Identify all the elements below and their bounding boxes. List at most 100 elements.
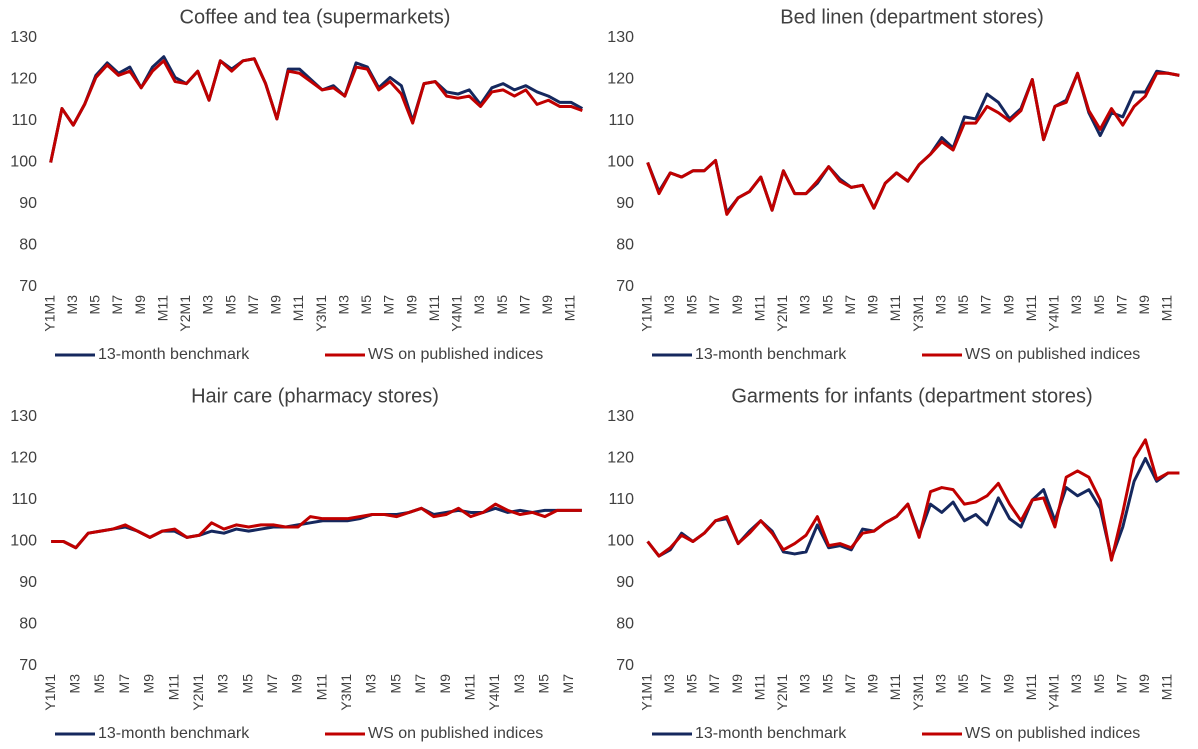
y-tick-label: 120 (10, 71, 37, 88)
chart-title: Garments for infants (department stores) (731, 385, 1092, 407)
x-tick-label: Y4M1 (1046, 674, 1062, 711)
x-tick-label: M9 (729, 674, 745, 694)
y-tick-label: 120 (607, 450, 634, 467)
x-tick-label: M11 (165, 674, 181, 700)
series-line (646, 457, 1180, 560)
y-tick-label: 70 (616, 278, 634, 295)
y-tick-label: 70 (19, 657, 37, 674)
x-tick-label: M11 (1159, 674, 1175, 700)
y-tick-label: 130 (607, 29, 634, 46)
x-tick-label: M5 (684, 674, 700, 694)
x-tick-label: Y2M1 (774, 674, 790, 711)
x-tick-label: M7 (381, 295, 397, 315)
x-tick-label: Y4M1 (1046, 295, 1062, 332)
series-line (49, 57, 583, 163)
x-tick-label: Y3M1 (910, 674, 926, 711)
x-tick-label: M9 (289, 674, 305, 694)
x-tick-label: M7 (264, 674, 280, 694)
x-tick-label: M7 (1113, 674, 1129, 694)
legend-label: WS on published indices (368, 346, 543, 363)
y-tick-label: 110 (608, 112, 634, 129)
x-tick-label: M11 (461, 674, 477, 700)
x-tick-label: M9 (1136, 295, 1152, 315)
x-tick-label: M5 (536, 674, 552, 694)
y-tick-label: 80 (616, 237, 634, 254)
x-tick-label: M9 (268, 295, 284, 315)
x-tick-label: M3 (511, 674, 527, 694)
x-tick-label: M3 (661, 674, 677, 694)
x-tick-label: M5 (91, 674, 107, 694)
x-tick-label: M5 (387, 674, 403, 694)
x-tick-label: Y2M1 (177, 295, 193, 332)
x-tick-label: M7 (1113, 295, 1129, 315)
legend-label: 13-month benchmark (695, 346, 847, 363)
x-tick-label: M11 (751, 674, 767, 700)
y-tick-label: 110 (608, 491, 634, 508)
y-tick-label: 130 (10, 29, 37, 46)
x-tick-label: M5 (239, 674, 255, 694)
x-tick-label: M9 (539, 295, 555, 315)
legend-label: WS on published indices (368, 725, 543, 742)
x-tick-label: M5 (87, 295, 103, 315)
legend-label: 13-month benchmark (98, 725, 250, 742)
y-tick-label: 110 (11, 112, 37, 129)
x-tick-label: M5 (494, 295, 510, 315)
legend-label: WS on published indices (965, 725, 1140, 742)
series-line (51, 502, 582, 550)
x-tick-label: M7 (842, 295, 858, 315)
chart-title: Coffee and tea (supermarkets) (180, 6, 451, 28)
x-tick-label: M7 (109, 295, 125, 315)
x-tick-label: M5 (358, 295, 374, 315)
x-tick-label: Y1M1 (41, 295, 57, 332)
x-tick-label: M9 (403, 295, 419, 315)
legend-label: 13-month benchmark (695, 725, 847, 742)
x-tick-label: M3 (471, 295, 487, 315)
x-tick-label: Y4M1 (449, 295, 465, 332)
legend-label: 13-month benchmark (98, 346, 250, 363)
y-tick-label: 90 (616, 574, 634, 591)
x-tick-label: Y1M1 (638, 674, 654, 711)
y-tick-label: 70 (19, 278, 37, 295)
x-tick-label: M9 (141, 674, 157, 694)
y-tick-label: 90 (19, 574, 37, 591)
x-tick-label: M3 (661, 295, 677, 315)
x-tick-label: M11 (1023, 295, 1039, 321)
x-tick-label: M3 (64, 295, 80, 315)
x-tick-label: M7 (116, 674, 132, 694)
x-tick-label: M11 (751, 295, 767, 321)
x-tick-label: M7 (706, 295, 722, 315)
x-tick-label: M3 (932, 674, 948, 694)
x-tick-label: Y3M1 (313, 295, 329, 332)
x-tick-label: M5 (1091, 295, 1107, 315)
x-tick-label: M3 (335, 295, 351, 315)
y-tick-label: 70 (616, 657, 634, 674)
y-tick-label: 80 (616, 616, 634, 633)
chart-title: Bed linen (department stores) (780, 6, 1043, 28)
x-tick-label: M7 (516, 295, 532, 315)
x-tick-label: M9 (1000, 674, 1016, 694)
x-tick-label: Y3M1 (910, 295, 926, 332)
x-tick-label: M3 (67, 674, 83, 694)
y-tick-label: 90 (616, 195, 634, 212)
x-tick-label: M11 (1159, 295, 1175, 321)
legend-label: WS on published indices (965, 346, 1140, 363)
y-tick-label: 100 (10, 533, 37, 550)
x-tick-label: M7 (560, 674, 576, 694)
x-tick-label: M11 (887, 674, 903, 700)
x-tick-label: M3 (215, 674, 231, 694)
x-tick-label: M3 (797, 674, 813, 694)
y-tick-label: 80 (19, 237, 37, 254)
x-tick-label: M3 (797, 295, 813, 315)
chart-title: Hair care (pharmacy stores) (191, 385, 439, 407)
x-tick-label: M11 (426, 295, 442, 321)
y-tick-label: 90 (19, 195, 37, 212)
series-line (646, 71, 1180, 216)
x-tick-label: M9 (865, 674, 881, 694)
chart-panel: Coffee and tea (supermarkets) 70 80 90 100 11… (10, 6, 584, 363)
x-tick-label: M11 (313, 674, 329, 700)
x-tick-label: M7 (842, 674, 858, 694)
x-tick-label: M5 (684, 295, 700, 315)
x-tick-label: M7 (412, 674, 428, 694)
x-tick-label: M9 (729, 295, 745, 315)
